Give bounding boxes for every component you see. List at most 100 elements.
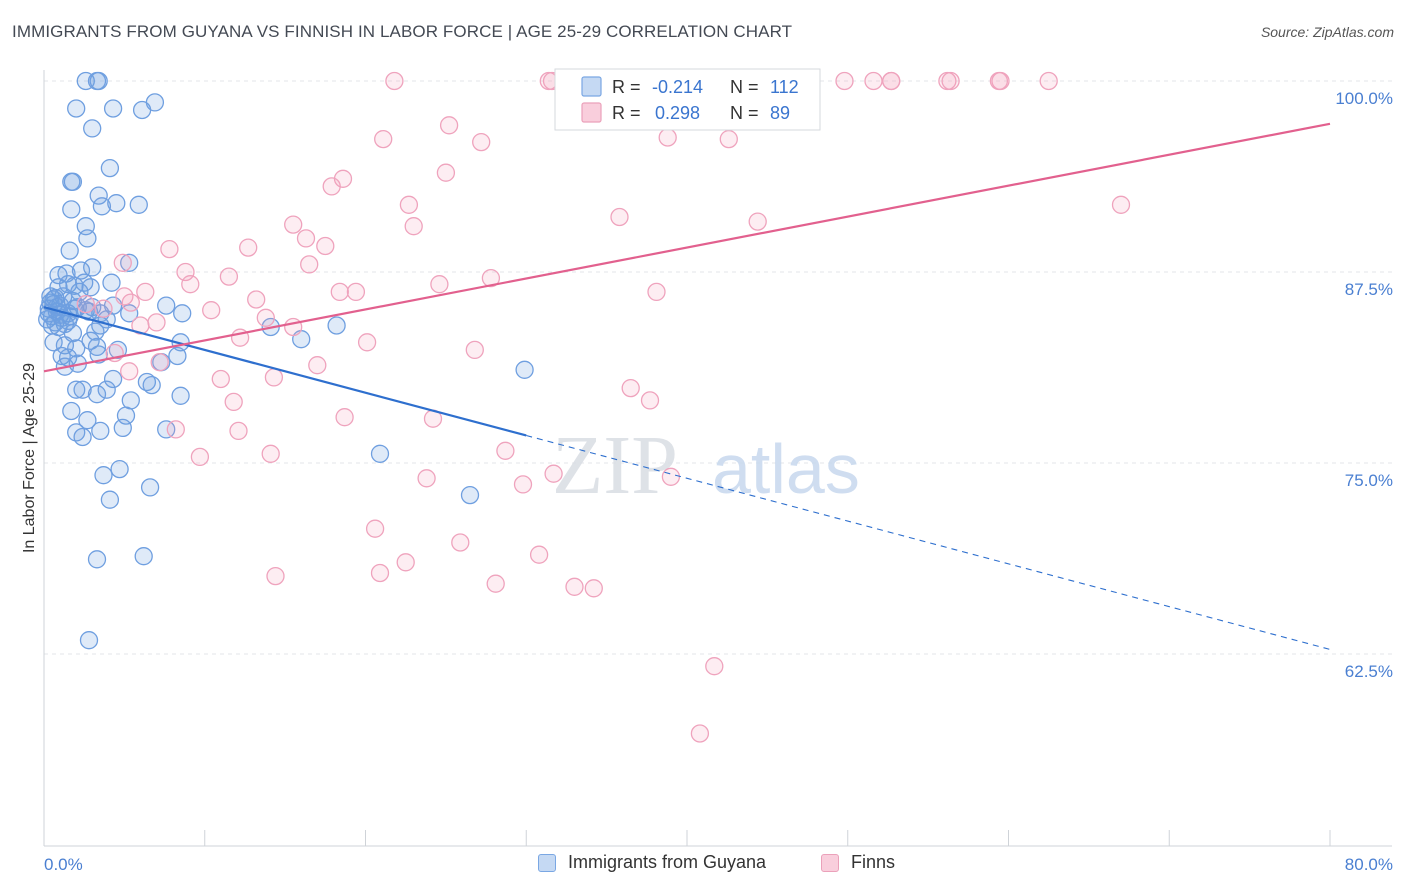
finns-point-81 [256,308,275,327]
guyana-point-78 [67,380,86,399]
finns-point-68 [365,519,385,538]
finns-point-82 [181,275,200,294]
guyana-point-26 [102,273,121,292]
guyana-point-66 [108,340,128,360]
guyana-trend-extension [526,434,1331,650]
finns-point-48 [147,313,166,332]
finns-point-32 [239,238,258,257]
guyana-point-20 [83,258,102,277]
finns-point-7 [835,71,854,91]
guyana-point-98 [134,547,153,566]
finns-point-40 [136,282,155,302]
finns-point-10 [882,71,901,91]
finns-point-76 [584,579,603,598]
finns-point-43 [247,290,266,309]
finns-point-21 [436,163,456,182]
finns-point-63 [190,447,210,467]
legend-n-label-finns: N = [730,103,759,123]
guyana-point-3 [67,99,86,118]
y-tick-label-3: 62.5% [1345,662,1393,681]
legend-swatch-guyana [538,853,556,872]
finns-point-60 [229,421,248,441]
finns-point-73 [266,566,285,586]
finns-point-56 [640,391,660,410]
finns-point-31 [316,236,335,256]
y-axis-label: In Labor Force | Age 25-29 [21,363,38,553]
guyana-point-86 [78,411,97,430]
guyana-point-4 [103,99,123,118]
legend-item-finns[interactable]: Finns [821,852,895,873]
legend-stats: R = -0.214 N = 112 R = 0.298 N = 89 [554,68,821,131]
finns-point-26 [748,212,767,231]
finns-point-17 [374,129,393,149]
finns-point-75 [565,577,584,596]
finns-point-87 [300,255,319,274]
finns-point-38 [430,275,449,294]
guyana-point-52 [173,304,192,323]
guyana-point-99 [87,550,107,569]
guyana-point-79 [73,380,92,399]
trend-lines [43,122,1331,650]
finns-point-67 [513,475,533,494]
legend-swatch-guyana [581,76,602,97]
finns-point-16 [439,116,459,135]
guyana-point-92 [370,444,390,463]
legend-bottom: Immigrants from Guyana Finns [0,852,1406,880]
legend-swatch-finns [581,102,602,123]
guyana-point-68 [89,345,108,364]
legend-r-label-finns: R = [612,103,641,123]
guyana-point-87 [113,418,132,438]
grid-lines [44,80,1392,655]
finns-point-0 [385,71,404,91]
finns-point-52 [308,356,327,375]
chart-title: IMMIGRANTS FROM GUYANA VS FINNISH IN LAB… [12,22,793,41]
guyana-point-95 [140,478,160,497]
guyana-point-83 [121,391,140,410]
finns-point-36 [219,267,239,286]
guyana-point-17 [78,229,97,248]
legend-label-finns: Finns [851,852,896,872]
y-tick-label-1: 87.5% [1345,280,1393,299]
guyana-point-2 [89,71,108,91]
guyana-point-62 [44,333,63,352]
guyana-point-81 [97,380,116,399]
finns-point-19 [658,128,677,147]
finns-point-46 [202,301,221,320]
finns-point-77 [705,657,724,676]
legend-r-value-finns: 0.298 [655,103,700,123]
finns-point-45 [76,294,95,314]
finns-point-54 [264,368,284,387]
legend-n-value-guyana: 112 [770,77,799,97]
legend-swatch-finns [821,853,839,872]
finns-point-42 [346,282,366,302]
legend-r-label-guyana: R = [612,77,641,97]
finns-point-34 [113,253,132,272]
finns-point-12 [941,71,960,91]
guyana-point-7 [83,119,102,138]
watermark: ZIP atlas [552,419,860,512]
finns-trend-line [43,122,1331,373]
x-ticks [204,830,1331,846]
finns-point-8 [864,71,883,91]
finns-point-64 [544,464,563,483]
guyana-point-58 [327,316,346,335]
finns-point-70 [529,545,549,564]
x-tick-label-left: 0.0% [44,855,83,874]
finns-point-30 [296,229,316,248]
finns-point-78 [690,724,710,743]
guyana-point-84 [62,401,81,421]
legend-item-guyana[interactable]: Immigrants from Guyana [538,852,766,873]
watermark-zip: ZIP [552,419,678,512]
finns-point-88 [621,378,640,398]
guyana-point-6 [145,93,165,112]
finns-point-86 [357,333,377,352]
guyana-point-12 [107,194,126,213]
guyana-point-88 [157,420,176,439]
series-finns-points [76,71,1131,743]
finns-point-39 [647,282,666,302]
guyana-point-93 [110,459,129,479]
finns-point-24 [399,195,419,214]
finns-point-53 [120,362,139,381]
finns-point-66 [661,467,681,486]
